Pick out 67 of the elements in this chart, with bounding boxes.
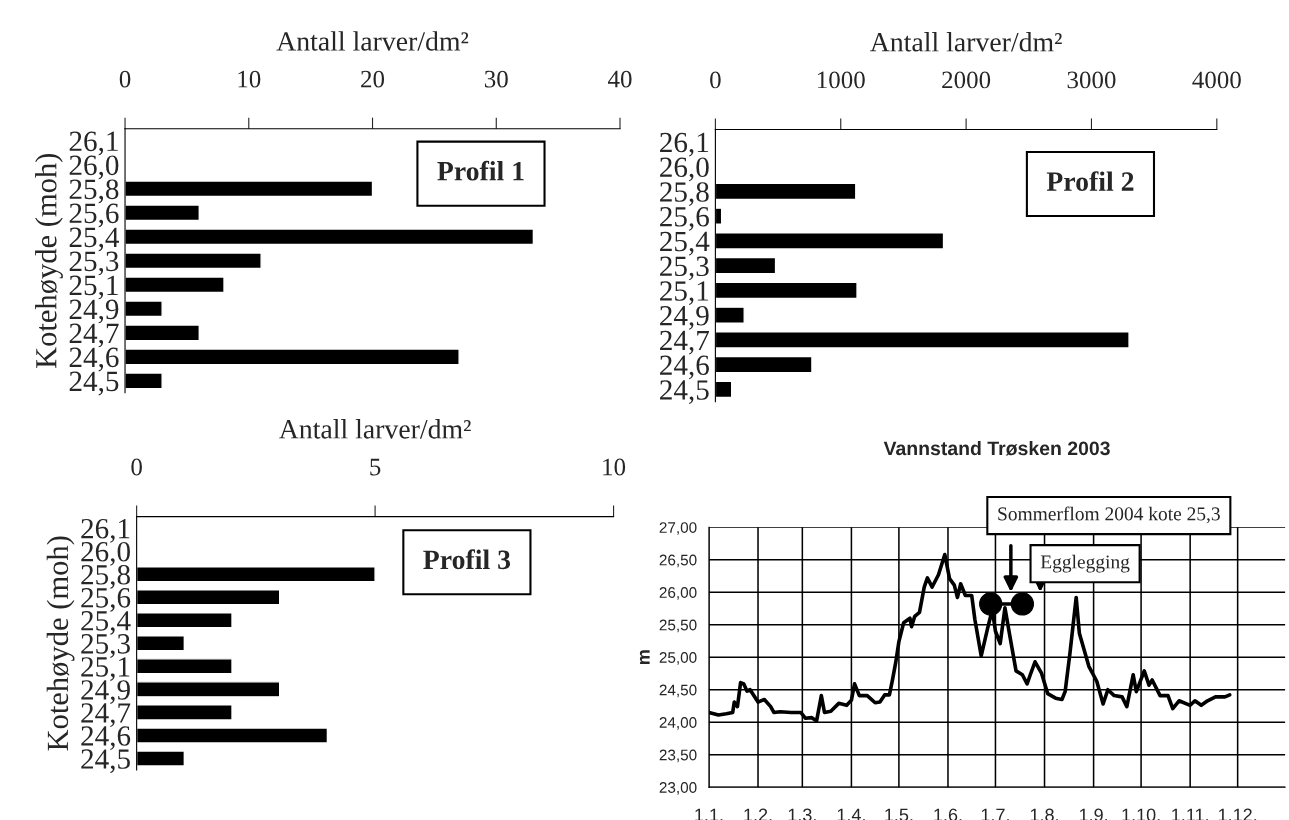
y-tick-label: 24,50 bbox=[659, 684, 697, 698]
y-tick-label: 25,6 bbox=[81, 588, 131, 612]
y-tick-label: 26,1 bbox=[69, 131, 118, 156]
y-tick-label: 25,3 bbox=[81, 634, 130, 658]
x-axis-title: Antall larver/dm² bbox=[279, 419, 471, 439]
annotation: Profil 2 bbox=[1046, 171, 1134, 191]
y-axis-title: m bbox=[639, 650, 650, 665]
y-tick-label: 24,5 bbox=[660, 380, 709, 405]
y-tick-label: 25,6 bbox=[660, 206, 709, 231]
y-tick-label: 24,6 bbox=[660, 355, 709, 380]
y-tick-label: 24,6 bbox=[69, 347, 119, 372]
y-tick-label: 26,1 bbox=[660, 132, 709, 157]
y-tick-label: 24,5 bbox=[69, 371, 119, 396]
y-tick-label: 26,0 bbox=[69, 155, 119, 180]
annotation: Egglegging bbox=[1040, 554, 1130, 573]
y-tick-label: 24,7 bbox=[81, 703, 131, 727]
x-axis-title: Antall larver/dm² bbox=[276, 31, 469, 51]
x-tick-label: 20 bbox=[361, 70, 385, 88]
x-tick-label: 30 bbox=[484, 70, 508, 88]
y-tick-label: 24,7 bbox=[69, 323, 119, 348]
y-tick-label: 25,6 bbox=[69, 203, 119, 228]
annotation: Profil 1 bbox=[437, 160, 524, 181]
y-tick-label: 24,5 bbox=[81, 749, 130, 774]
text: Sommerflom 2004 kote 25,3 bbox=[998, 506, 1220, 524]
y-tick-label: 25,8 bbox=[81, 564, 130, 589]
x-tick-label: 0 bbox=[119, 70, 131, 88]
y-tick-label: 25,8 bbox=[660, 182, 709, 207]
chart-title: Vannstand Trøsken 2003 bbox=[883, 440, 1110, 456]
y-axis-title: Kotehøyde (moh) bbox=[46, 536, 75, 751]
y-tick-label: 25,3 bbox=[69, 251, 119, 276]
y-tick-label: 24,7 bbox=[660, 330, 709, 355]
y-tick-label: 27,00 bbox=[659, 522, 697, 535]
x-tick-label: 40 bbox=[608, 70, 632, 88]
y-tick-label: 25,1 bbox=[81, 657, 130, 681]
y-tick-label: 26,1 bbox=[81, 518, 130, 543]
y-tick-label: 23,00 bbox=[659, 782, 697, 795]
y-tick-label: 23,50 bbox=[659, 749, 697, 763]
y-tick-label: 26,0 bbox=[81, 541, 130, 566]
y-tick-label: 26,50 bbox=[659, 554, 697, 568]
y-tick-label: 25,4 bbox=[69, 227, 120, 252]
y-tick-label: 25,00 bbox=[659, 652, 697, 665]
y-axis-title: Kotehøyde (moh) bbox=[35, 153, 63, 369]
y-tick-label: 25,3 bbox=[660, 256, 709, 281]
y-tick-label: 24,9 bbox=[69, 299, 119, 324]
y-tick-label: 25,4 bbox=[81, 611, 131, 635]
x-tick-label: 5 bbox=[370, 458, 381, 476]
y-tick-label: 25,4 bbox=[660, 231, 710, 256]
y-tick-label: 25,8 bbox=[69, 179, 119, 204]
x-tick-label: 0 bbox=[131, 458, 142, 476]
x-tick-label: 10 bbox=[603, 458, 626, 476]
x-tick-label: 0 bbox=[710, 71, 721, 89]
y-tick-label: 24,6 bbox=[81, 726, 131, 751]
y-tick-label: 25,1 bbox=[69, 275, 118, 300]
x-tick-label: 1000 bbox=[817, 71, 865, 89]
y-tick-label: 24,9 bbox=[81, 680, 130, 704]
y-tick-label: 26,0 bbox=[660, 157, 709, 182]
x-tick-label: 10 bbox=[238, 70, 261, 88]
y-tick-label: 25,50 bbox=[659, 619, 697, 633]
y-tick-label: 24,00 bbox=[659, 717, 697, 730]
x-tick-label: 2000 bbox=[942, 71, 991, 89]
x-tick-label: 3000 bbox=[1067, 71, 1116, 89]
y-tick-label: 26,00 bbox=[659, 587, 697, 600]
annotation: Profil 3 bbox=[423, 549, 511, 570]
y-tick-label: 24,9 bbox=[660, 305, 709, 330]
y-tick-label: 25,1 bbox=[660, 281, 709, 306]
x-tick-label: 4000 bbox=[1192, 71, 1241, 89]
x-axis-title: Antall larver/dm² bbox=[870, 32, 1062, 52]
